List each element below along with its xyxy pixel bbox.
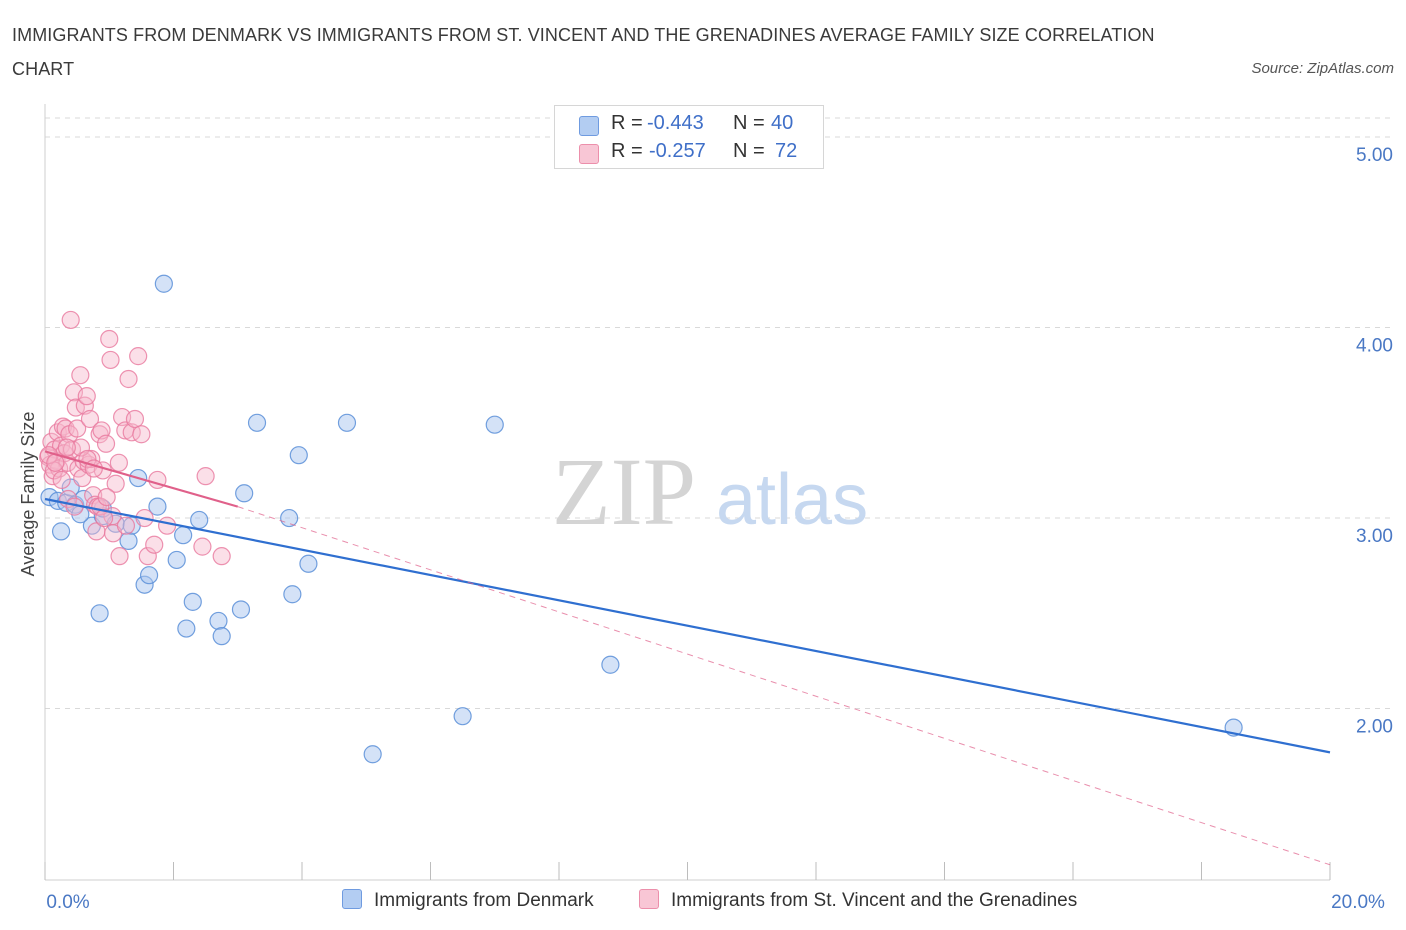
legend-swatch-denmark (579, 116, 599, 136)
trend-line-stvincent-extension (237, 506, 1331, 866)
gridlines (45, 117, 1395, 710)
data-point-stvincent (129, 347, 148, 366)
x-tick-label: 0.0% (46, 892, 89, 913)
data-point-stvincent (53, 417, 73, 436)
legend-n-value: 40 (771, 112, 794, 134)
data-point-stvincent (116, 516, 136, 535)
data-point-stvincent (157, 516, 177, 535)
trend-line-stvincent (44, 450, 239, 508)
legend-n-value: 72 (775, 140, 798, 162)
data-point-stvincent (96, 434, 116, 453)
data-point-denmark (247, 413, 267, 432)
trend-line-denmark (44, 497, 1331, 754)
data-point-stvincent (61, 310, 80, 330)
data-point-denmark (90, 604, 109, 623)
data-point-denmark (139, 566, 159, 585)
tick-labels: 2.00 3.00 4.00 5.00 0.0% 20.0% (46, 145, 1393, 913)
data-point-denmark (177, 619, 196, 638)
legend-r-value: -0.257 (649, 140, 706, 162)
bottom-legend-denmark: Immigrants from Denmark (342, 889, 594, 912)
data-point-stvincent (119, 369, 138, 389)
data-point-denmark (190, 510, 209, 530)
chart-title: IMMIGRANTS FROM DENMARK VS IMMIGRANTS FR… (12, 25, 1155, 79)
data-point-denmark (183, 592, 202, 611)
y-tick-label: 4.00 (1356, 336, 1393, 357)
bottom-legend-label-stvincent: Immigrants from St. Vincent and the Gren… (671, 890, 1078, 911)
data-point-stvincent (110, 547, 129, 566)
data-point-denmark (154, 274, 173, 293)
data-point-stvincent (52, 470, 71, 490)
data-point-stvincent (57, 438, 76, 457)
data-point-denmark (212, 627, 231, 646)
data-point-stvincent (125, 409, 145, 429)
source-label: Source: ZipAtlas.com (1251, 60, 1394, 77)
series-denmark-points (40, 274, 1243, 764)
data-point-stvincent (66, 398, 85, 417)
watermark-zip: ZIP (552, 438, 696, 545)
data-point-denmark (235, 484, 254, 503)
data-point-stvincent (106, 474, 125, 493)
data-point-stvincent (109, 453, 128, 472)
y-tick-label: 2.00 (1356, 717, 1393, 738)
data-point-stvincent (100, 329, 119, 349)
trend-lines (44, 450, 1331, 866)
data-point-stvincent (68, 419, 87, 438)
data-point-stvincent (196, 467, 215, 486)
data-point-stvincent (97, 487, 116, 507)
data-point-stvincent (80, 409, 100, 429)
data-point-stvincent (193, 537, 212, 556)
correlation-legend: R = -0.443 N = 40 R = -0.257 N = 72 (554, 105, 824, 169)
data-point-denmark (280, 508, 299, 528)
data-point-denmark (337, 413, 357, 432)
data-point-stvincent (145, 535, 164, 554)
data-point-denmark (283, 585, 302, 604)
y-tick-label: 5.00 (1356, 145, 1393, 166)
data-point-stvincent (138, 547, 157, 566)
data-point-stvincent (101, 350, 120, 370)
legend-r-label: R = (611, 140, 643, 162)
data-point-stvincent (77, 387, 96, 406)
x-tick-label: 20.0% (1331, 892, 1385, 913)
data-point-denmark (299, 554, 318, 573)
data-point-denmark (601, 655, 620, 674)
data-point-denmark (174, 526, 193, 545)
data-point-denmark (148, 497, 167, 516)
legend-r-label: R = (611, 112, 643, 134)
y-tick-label: 3.00 (1356, 526, 1393, 547)
watermark-atlas: atlas (716, 460, 868, 540)
watermark: ZIP atlas (552, 438, 868, 545)
y-axis-label: Average Family Size (18, 412, 38, 577)
bottom-legend-label-denmark: Immigrants from Denmark (374, 890, 594, 911)
data-point-denmark (119, 531, 138, 551)
legend-swatch-stvincent (579, 144, 599, 164)
data-point-denmark (289, 446, 308, 465)
bottom-legend-swatch-stvincent (639, 889, 659, 909)
bottom-legend-stvincent: Immigrants from St. Vincent and the Gren… (639, 889, 1077, 912)
data-point-stvincent (71, 438, 91, 457)
data-point-denmark (231, 600, 251, 619)
data-point-denmark (167, 550, 186, 570)
data-point-stvincent (212, 547, 231, 566)
data-point-denmark (485, 415, 504, 434)
legend-n-label: N = (733, 140, 765, 162)
data-point-stvincent (132, 425, 151, 444)
data-point-denmark (363, 745, 382, 764)
data-point-denmark (453, 707, 472, 726)
data-point-stvincent (43, 467, 62, 486)
legend-n-label: N = (733, 112, 765, 134)
legend-r-value: -0.443 (647, 112, 704, 134)
bottom-legend-swatch-denmark (342, 889, 362, 909)
data-point-denmark (51, 522, 71, 541)
data-point-denmark (209, 611, 228, 631)
data-point-stvincent (71, 366, 90, 385)
